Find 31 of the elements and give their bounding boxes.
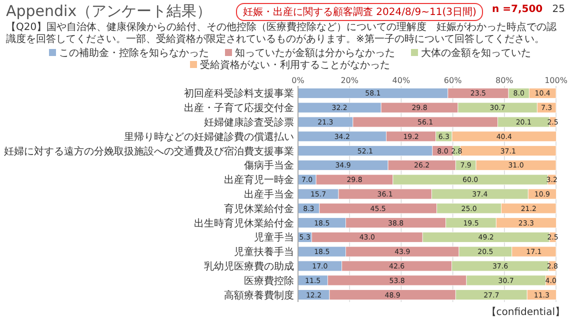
y-tick-label: 妊婦に対する遠方の分娩取扱施設への交通費及び宿泊費支援事業 <box>4 145 294 158</box>
y-tick-label: 初回産科受診料支援事業 <box>184 88 294 100</box>
x-tick-label: 100% <box>544 76 568 85</box>
y-tick-label: 児童手当 <box>254 232 294 244</box>
y-tick-label: 出産・子育て応援交付金 <box>184 102 294 114</box>
x-tick-label: 20% <box>340 76 359 85</box>
x-tick-label: 40% <box>392 76 410 85</box>
legend-label: 受給資格がない・利用することがなかった <box>199 60 390 72</box>
y-tick-label: 育児休業給付金 <box>224 202 294 215</box>
y-tick-label: 出生時育児休業給付金 <box>194 217 294 230</box>
x-tick-label: 80% <box>496 76 514 85</box>
y-tick-label: 高額療養費制度 <box>224 289 294 302</box>
legend-label: 知っていたが金額は分からなかった <box>234 48 395 60</box>
x-tick-label: 60% <box>444 76 462 85</box>
y-tick-label: 里帰り時などの妊婦健診費の償還払い <box>124 130 294 143</box>
y-tick-label: 傷病手当金 <box>244 160 294 172</box>
text: 妊娠・出産に関する顧客調査 2024/8/9~11(3日間) <box>236 3 484 21</box>
legend-label: この補助金・控除を知らなかった <box>58 48 209 60</box>
y-tick-label: 妊婦健康診査受診票 <box>204 116 294 128</box>
legend-label: 大体の金額を知っていた <box>420 48 531 60</box>
text: 25 <box>552 4 565 15</box>
x-tick-label: 0% <box>292 76 305 85</box>
text: 【confidential】 <box>486 306 565 319</box>
y-tick-label: 乳幼児医療費の助成 <box>204 260 294 272</box>
text: n =7,500 <box>492 4 543 15</box>
y-tick-label: 児童扶養手当 <box>234 246 294 258</box>
chart-subtitle: 【Q20】国や自治体、健康保険からの給付、その他控除（医療費控除など）についての理解度 妊娠がわかった時点での認識度を回答してください。一部、受給資格が限定されているものがあります。※第一子の時について回答してください。 <box>6 22 558 46</box>
y-tick-label: 医療費控除 <box>244 274 294 287</box>
text: Appendix（アンケート結果） <box>6 2 212 21</box>
y-tick-label: 出産手当金 <box>244 188 294 200</box>
y-tick-label: 出産育児一時金 <box>224 174 294 186</box>
